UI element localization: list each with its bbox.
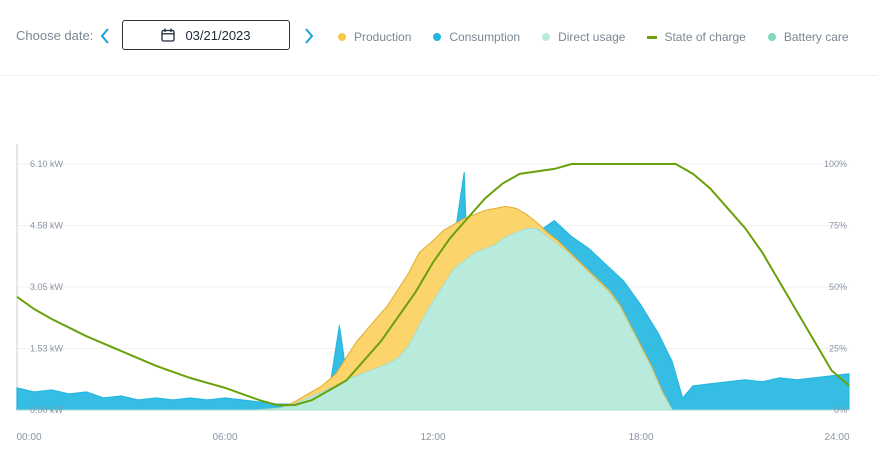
y2-tick-label: 100% — [824, 159, 847, 169]
chevron-right-icon — [305, 28, 314, 44]
consumption-marker — [433, 33, 442, 41]
chevron-left-icon — [100, 28, 109, 44]
legend-label-state-of-charge: State of charge — [664, 30, 746, 44]
energy-chart: 0.00 kW 1.53 kW 3.05 kW 4.58 kW 6.10 kW 0% 25%… — [16, 144, 850, 443]
chart-legend: Production Consumption Direct usage Stat… — [338, 28, 849, 46]
y2-tick-label: 0% — [834, 405, 847, 415]
state-of-charge-marker — [647, 35, 658, 39]
previous-day-button[interactable] — [96, 24, 114, 48]
y2-tick-label: 50% — [829, 282, 847, 292]
x-tick-label: 18:00 — [628, 432, 653, 443]
y-tick-label: 4.58 kW — [30, 221, 64, 231]
legend-label-production: Production — [354, 30, 412, 44]
toolbar: Choose date: 03/21/2023 Production Consu… — [0, 0, 878, 76]
battery-care-marker — [767, 33, 776, 41]
x-tick-label: 00:00 — [16, 432, 41, 443]
y2-tick-label: 25% — [829, 344, 847, 354]
calendar-icon — [161, 28, 176, 42]
next-day-button[interactable] — [300, 24, 318, 48]
y2-tick-label: 75% — [829, 221, 847, 231]
direct-usage-marker — [542, 33, 551, 41]
y-tick-label: 1.53 kW — [30, 344, 64, 354]
legend-label-battery-care: Battery care — [783, 30, 849, 44]
y-tick-label: 6.10 kW — [30, 159, 64, 169]
legend-production[interactable]: Production — [338, 30, 411, 44]
x-tick-label: 12:00 — [420, 432, 445, 443]
legend-label-consumption: Consumption — [449, 30, 521, 44]
legend-consumption[interactable]: Consumption — [433, 30, 520, 44]
legend-state-of-charge[interactable]: State of charge — [647, 30, 746, 44]
date-picker[interactable]: 03/21/2023 — [122, 20, 290, 50]
legend-label-direct-usage: Direct usage — [558, 30, 626, 44]
choose-date-label: Choose date: — [16, 28, 94, 43]
legend-direct-usage[interactable]: Direct usage — [542, 30, 625, 44]
x-tick-label: 24:00 — [824, 432, 849, 443]
x-tick-label: 06:00 — [212, 432, 237, 443]
y-tick-label: 3.05 kW — [30, 282, 64, 292]
date-value: 03/21/2023 — [185, 27, 251, 43]
y-tick-label: 0.00 kW — [30, 405, 64, 415]
production-marker — [338, 33, 346, 41]
legend-battery-care[interactable]: Battery care — [767, 30, 849, 44]
state-of-charge-line — [16, 163, 850, 407]
